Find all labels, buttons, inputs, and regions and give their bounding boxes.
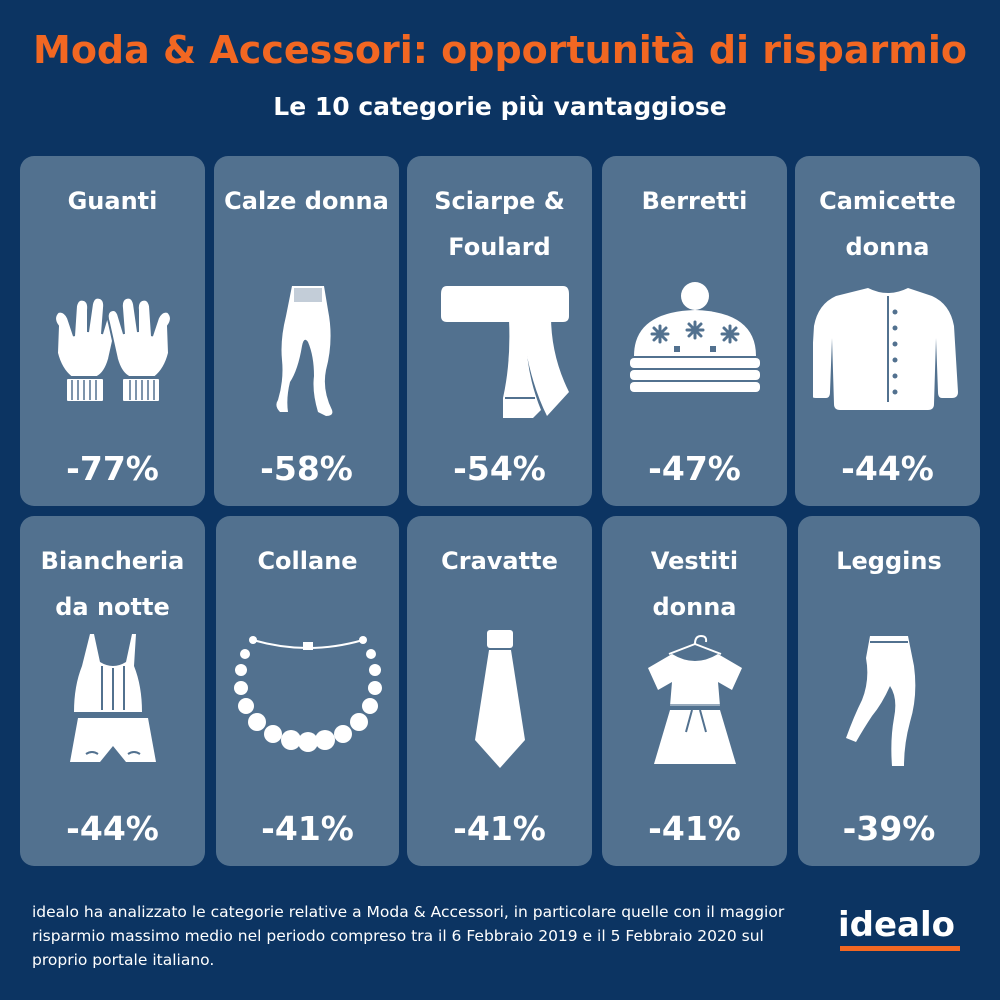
category-card-camicette-donna: Camicette donna -44% [795,156,980,506]
discount-value: -58% [260,449,353,488]
category-label: Vestiti donna [650,547,739,621]
category-label: Biancheria da notte [40,547,185,621]
discount-value: -47% [648,449,741,488]
discount-value: -44% [66,809,159,848]
cardigan-icon [812,276,963,426]
category-card-cravatte: Cravatte -41% [407,516,592,866]
category-card-leggins: Leggins -39% [798,516,980,866]
category-label: Berretti [641,187,748,215]
discount-value: -41% [648,809,741,848]
leggings-icon [814,626,964,776]
category-card-guanti: Guanti -77% [20,156,205,506]
dress-icon [620,626,770,776]
tie-icon [425,626,575,776]
discount-value: -41% [261,809,354,848]
scarf-icon [425,276,575,426]
discount-value: -44% [841,449,934,488]
category-card-biancheria-da-notte: Biancheria da notte -44% [20,516,205,866]
category-label: Calze donna [224,187,389,215]
discount-value: -77% [66,449,159,488]
discount-value: -54% [453,449,546,488]
idealo-logo: idealo [838,905,956,945]
category-label: Sciarpe & Foulard [434,187,565,261]
category-card-berretti: Berretti -47% [602,156,787,506]
logo-underline [840,946,960,951]
category-card-sciarpe-foulard: Sciarpe & Foulard -54% [407,156,592,506]
category-label: Camicette donna [819,187,956,261]
footer-note: idealo ha analizzato le categorie relati… [32,903,785,969]
category-label: Leggins [836,547,942,575]
discount-value: -39% [842,809,936,848]
category-card-vestiti-donna: Vestiti donna -41% [602,516,787,866]
category-card-collane: Collane -41% [216,516,399,866]
necklace-icon [233,626,383,776]
category-card-calze-donna: Calze donna -58% [214,156,399,506]
beanie-icon [620,276,770,426]
gloves-icon [38,276,188,426]
category-label: Cravatte [441,547,558,575]
tights-icon [232,276,382,426]
category-label: Guanti [67,187,158,215]
category-label: Collane [257,547,358,575]
discount-value: -41% [453,809,546,848]
page-title: Moda & Accessori: opportunità di risparm… [33,28,967,72]
nightwear-icon [38,626,188,776]
page-subtitle: Le 10 categorie più vantaggiose [273,92,727,121]
